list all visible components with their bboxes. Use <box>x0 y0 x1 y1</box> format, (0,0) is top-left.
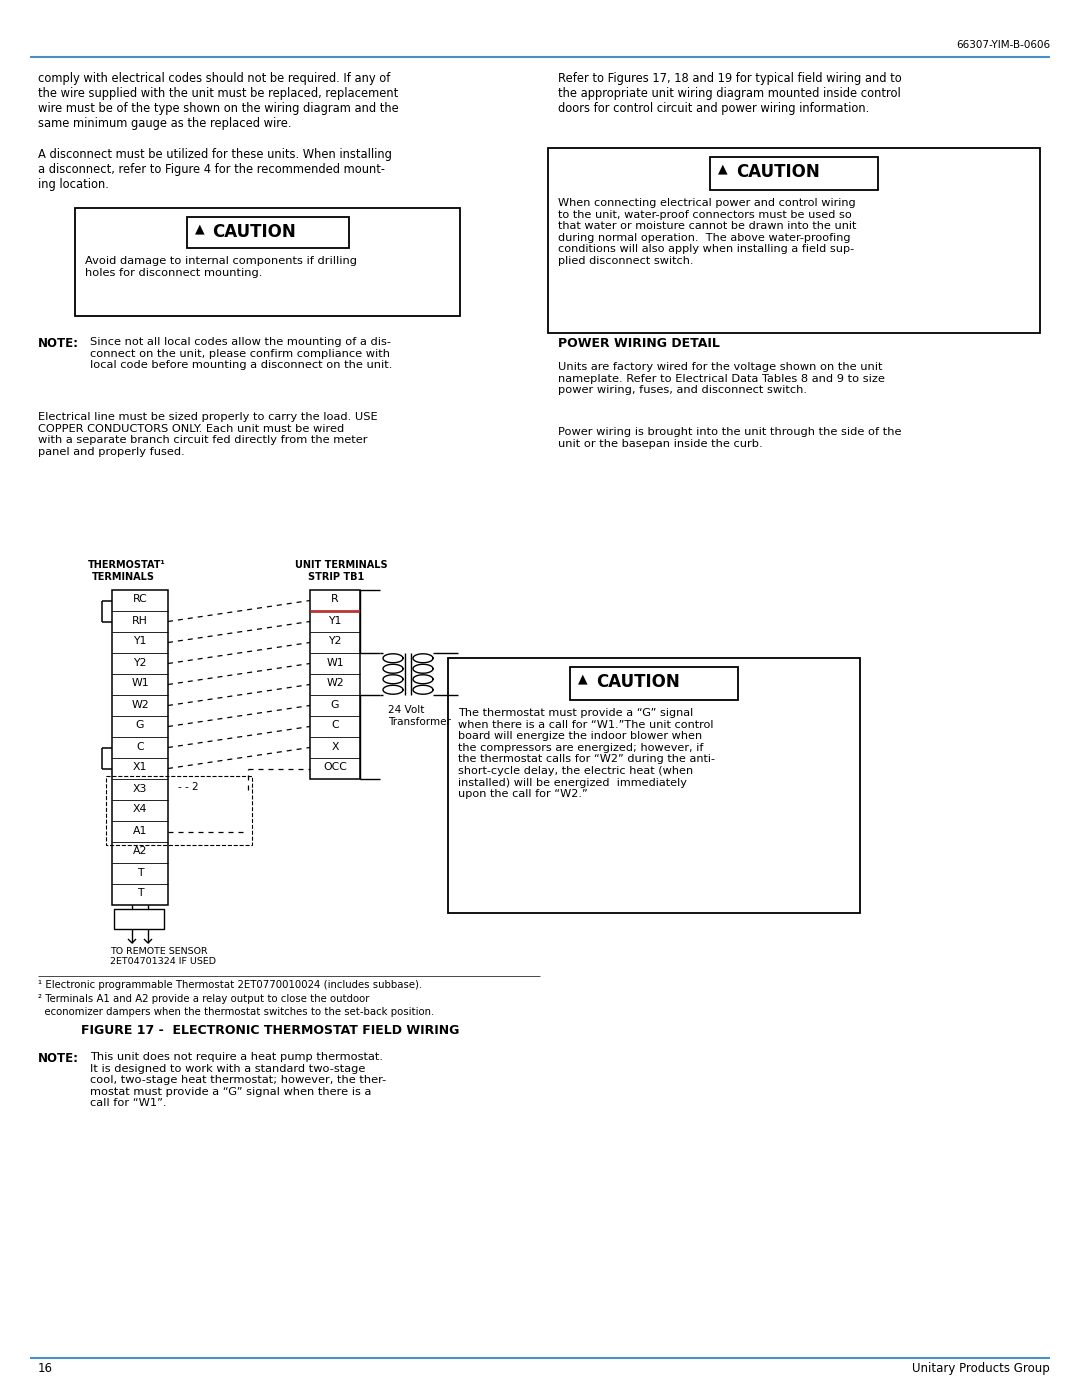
Text: CAUTION: CAUTION <box>735 163 820 182</box>
Text: economizer dampers when the thermostat switches to the set-back position.: economizer dampers when the thermostat s… <box>38 1007 434 1017</box>
Text: TO REMOTE SENSOR
2ET04701324 IF USED: TO REMOTE SENSOR 2ET04701324 IF USED <box>110 947 216 967</box>
Bar <box>106 775 252 845</box>
Text: RC: RC <box>133 595 147 605</box>
Text: Electrical line must be sized properly to carry the load. USE
COPPER CONDUCTORS : Electrical line must be sized properly t… <box>38 412 378 457</box>
Text: T: T <box>137 888 144 898</box>
Text: C: C <box>136 742 144 752</box>
Text: When connecting electrical power and control wiring
to the unit, water-proof con: When connecting electrical power and con… <box>558 198 856 265</box>
Text: A2: A2 <box>133 847 147 856</box>
Text: ▲: ▲ <box>578 672 588 685</box>
Text: Refer to Figures 17, 18 and 19 for typical field wiring and to
the appropriate u: Refer to Figures 17, 18 and 19 for typic… <box>558 73 902 115</box>
Text: The thermostat must provide a “G” signal
when there is a call for “W1.”The unit : The thermostat must provide a “G” signal… <box>458 708 715 799</box>
Bar <box>548 148 1040 332</box>
Text: Y2: Y2 <box>133 658 147 668</box>
Text: FIGURE 17 -  ELECTRONIC THERMOSTAT FIELD WIRING: FIGURE 17 - ELECTRONIC THERMOSTAT FIELD … <box>81 1024 459 1037</box>
Text: Power wiring is brought into the unit through the side of the
unit or the basepa: Power wiring is brought into the unit th… <box>558 427 902 448</box>
Text: 66307-YIM-B-0606: 66307-YIM-B-0606 <box>956 41 1050 50</box>
Text: X3: X3 <box>133 784 147 793</box>
Text: Avoid damage to internal components if drilling
holes for disconnect mounting.: Avoid damage to internal components if d… <box>85 256 357 278</box>
Text: X: X <box>332 742 339 752</box>
Text: G: G <box>330 700 339 710</box>
Text: A1: A1 <box>133 826 147 835</box>
Text: Y2: Y2 <box>328 637 341 647</box>
Bar <box>310 590 360 780</box>
Bar <box>75 208 460 316</box>
Text: W1: W1 <box>326 658 343 668</box>
Text: OCC: OCC <box>323 763 347 773</box>
Text: X4: X4 <box>133 805 147 814</box>
Text: RH: RH <box>132 616 148 626</box>
Bar <box>570 666 738 700</box>
Text: ¹ Electronic programmable Thermostat 2ET0770010024 (includes subbase).: ¹ Electronic programmable Thermostat 2ET… <box>38 981 422 990</box>
Text: ▲: ▲ <box>718 162 728 175</box>
Text: 16: 16 <box>38 1362 53 1375</box>
Text: THERMOSTAT¹: THERMOSTAT¹ <box>87 560 165 570</box>
Bar <box>448 658 860 914</box>
Text: STRIP TB1: STRIP TB1 <box>308 571 364 583</box>
Text: Unitary Products Group: Unitary Products Group <box>913 1362 1050 1375</box>
Text: W2: W2 <box>131 700 149 710</box>
Text: Y1: Y1 <box>133 637 147 647</box>
Bar <box>114 909 164 929</box>
Text: W2: W2 <box>326 679 343 689</box>
Text: - - 2: - - 2 <box>178 781 199 792</box>
Bar <box>710 156 878 190</box>
Text: W1: W1 <box>131 679 149 689</box>
Text: POWER WIRING DETAIL: POWER WIRING DETAIL <box>558 337 720 351</box>
Text: comply with electrical codes should not be required. If any of
the wire supplied: comply with electrical codes should not … <box>38 73 399 130</box>
Text: T: T <box>137 868 144 877</box>
Text: Units are factory wired for the voltage shown on the unit
nameplate. Refer to El: Units are factory wired for the voltage … <box>558 362 885 395</box>
Text: Y1: Y1 <box>328 616 341 626</box>
Bar <box>112 590 168 905</box>
Text: CAUTION: CAUTION <box>213 224 296 242</box>
Text: R: R <box>332 595 339 605</box>
Text: ² Terminals A1 and A2 provide a relay output to close the outdoor: ² Terminals A1 and A2 provide a relay ou… <box>38 995 369 1004</box>
Text: UNIT TERMINALS: UNIT TERMINALS <box>295 560 388 570</box>
Text: NOTE:: NOTE: <box>38 337 79 351</box>
Bar <box>187 217 349 249</box>
Text: G: G <box>136 721 145 731</box>
Text: X1: X1 <box>133 763 147 773</box>
Text: CAUTION: CAUTION <box>596 673 679 692</box>
Text: 24 Volt
Transformer: 24 Volt Transformer <box>388 705 450 726</box>
Text: ▲: ▲ <box>194 222 204 235</box>
Text: Since not all local codes allow the mounting of a dis-
connect on the unit, plea: Since not all local codes allow the moun… <box>90 337 392 370</box>
Text: A disconnect must be utilized for these units. When installing
a disconnect, ref: A disconnect must be utilized for these … <box>38 148 392 191</box>
Text: TERMINALS: TERMINALS <box>92 571 156 583</box>
Text: C: C <box>332 721 339 731</box>
Text: This unit does not require a heat pump thermostat.
It is designed to work with a: This unit does not require a heat pump t… <box>90 1052 387 1108</box>
Text: NOTE:: NOTE: <box>38 1052 79 1065</box>
